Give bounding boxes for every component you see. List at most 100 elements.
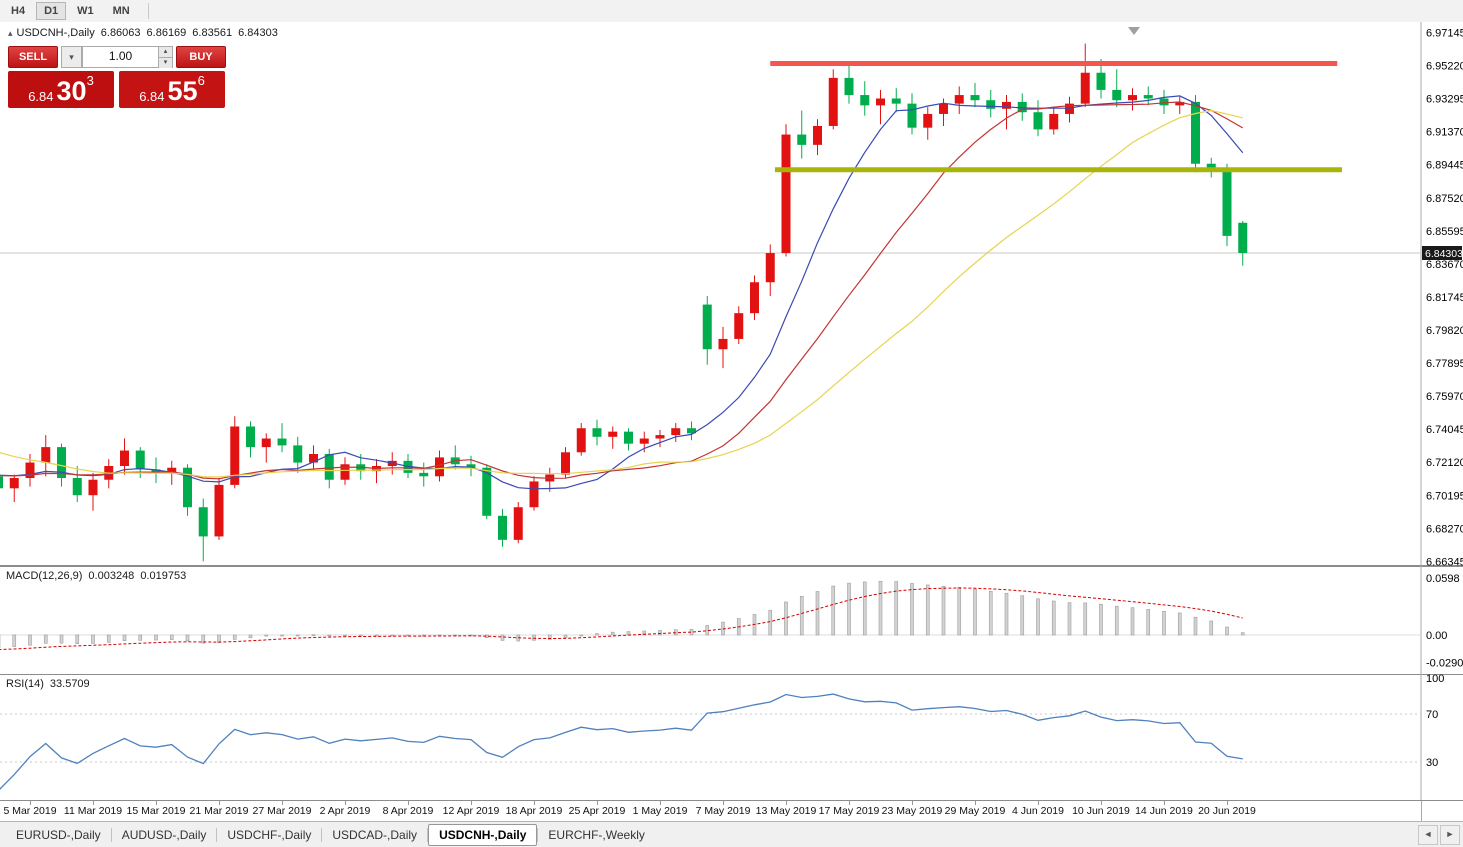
candle-body — [230, 426, 240, 485]
tab-separator — [216, 828, 218, 842]
chart-area: 6.97145 6.95220 6.93295 6.91370 6.89445 6.875… — [0, 22, 1463, 822]
timeframe-button-mn[interactable]: MN — [105, 2, 138, 20]
buy-price-display[interactable]: 6.84 55 6 — [119, 71, 225, 108]
chart-tabs-bar: EURUSD-,Daily AUDUSD-,Daily USDCHF-,Daily U… — [0, 821, 1463, 847]
candle-body — [876, 98, 885, 106]
tab-separator — [427, 828, 429, 842]
tabs-scroll-right-button[interactable]: ► — [1440, 825, 1460, 845]
collapse-panel-icon[interactable]: ▴ — [8, 28, 13, 38]
macd-bar — [43, 634, 48, 644]
date-tick — [471, 801, 472, 805]
date-tick — [93, 801, 94, 805]
axis-separator — [1421, 801, 1422, 822]
candle-body — [1017, 101, 1027, 113]
lot-increase-button[interactable]: ▴ — [159, 47, 172, 58]
chart-tab-usdchf-daily[interactable]: USDCHF-,Daily — [227, 828, 312, 842]
tabs-scroll-left-button[interactable]: ◄ — [1418, 825, 1438, 845]
price-chart-pane[interactable]: 6.97145 6.95220 6.93295 6.91370 6.89445 6.875… — [0, 22, 1463, 566]
date-tick — [660, 801, 661, 805]
macd-indicator-pane[interactable]: 0.0598 0.00 -0.029049 — [0, 566, 1463, 674]
tab-scroll-buttons: ◄ ► — [1416, 825, 1460, 845]
sell-price-display[interactable]: 6.84 30 3 — [8, 71, 114, 108]
symbol-name: USDCNH-,Daily — [16, 27, 95, 39]
chart-shift-marker-icon[interactable] — [1128, 27, 1140, 35]
candle-body — [765, 253, 775, 283]
macd-bar — [1209, 620, 1214, 636]
rsi-indicator-pane[interactable]: 100 70 30 — [0, 674, 1463, 800]
macd-label: MACD(12,26,9) 0.003248 0.019753 — [6, 570, 186, 582]
macd-bar — [1177, 612, 1182, 636]
date-label: 12 Apr 2019 — [442, 805, 500, 817]
buy-button[interactable]: BUY — [176, 46, 226, 68]
candle-body — [151, 469, 161, 473]
axis-label: 6.68270 — [1426, 523, 1463, 535]
macd-bar — [847, 582, 851, 636]
macd-bar — [154, 634, 158, 641]
candle-body — [120, 450, 129, 466]
ohlc-high: 6.86169 — [146, 27, 187, 39]
macd-bar — [232, 634, 237, 640]
candle-body — [183, 467, 192, 508]
macd-value-2: 0.019753 — [140, 570, 187, 582]
axis-label: -0.029049 — [1426, 658, 1463, 670]
sell-button[interactable]: SELL — [8, 46, 58, 68]
axis-label: 6.91370 — [1426, 127, 1463, 139]
candle-body — [498, 515, 507, 540]
date-label: 7 May 2019 — [695, 805, 751, 817]
rsi-value: 33.5709 — [49, 678, 90, 690]
candle-body — [750, 282, 759, 314]
macd-bar — [595, 633, 599, 636]
candle-body — [1049, 113, 1059, 130]
chart-tab-eurchf-weekly[interactable]: EURCHF-,Weekly — [548, 828, 645, 842]
axis-label: 6.95220 — [1426, 61, 1463, 73]
candle-body — [561, 452, 570, 475]
timeframe-button-w1[interactable]: W1 — [69, 2, 102, 20]
candle-body — [734, 313, 744, 339]
candle-body — [1238, 222, 1248, 253]
date-tick — [345, 801, 346, 805]
macd-bar — [547, 634, 552, 640]
candle-body — [1033, 112, 1043, 130]
chart-tab-usdcad-daily[interactable]: USDCAD-,Daily — [332, 828, 418, 842]
timeframe-button-h4[interactable]: H4 — [3, 2, 33, 20]
date-label: 1 May 2019 — [632, 805, 688, 817]
macd-bar — [59, 634, 64, 644]
date-label: 14 Jun 2019 — [1135, 805, 1193, 817]
axis-label: 6.75970 — [1426, 391, 1463, 403]
date-tick — [1164, 801, 1165, 805]
candle-body — [466, 464, 476, 468]
candle-body — [781, 134, 791, 254]
macd-bar — [1036, 598, 1040, 636]
candle-body — [655, 435, 665, 439]
tab-separator — [537, 828, 539, 842]
date-axis[interactable]: 5 Mar 2019 11 Mar 2019 15 Mar 2019 21 Mar 2… — [0, 800, 1463, 822]
candle-body — [702, 304, 712, 350]
candle-body — [970, 95, 980, 101]
candle-body — [1143, 95, 1153, 99]
lot-size-field[interactable]: 1.00 ▴ ▾ — [82, 46, 173, 68]
date-label: 15 Mar 2019 — [126, 805, 186, 817]
lot-dropdown-button[interactable]: ▾ — [61, 46, 82, 68]
ohlc-low: 6.83561 — [192, 27, 233, 39]
macd-title: MACD(12,26,9) — [6, 570, 83, 582]
timeframe-toolbar: H4 D1 W1 MN — [0, 0, 1463, 23]
date-label: 13 May 2019 — [755, 805, 817, 817]
chart-tab-eurusd-daily[interactable]: EURUSD-,Daily — [16, 828, 101, 842]
candle-body — [718, 338, 728, 350]
tab-separator — [110, 828, 112, 842]
macd-bar — [658, 630, 662, 636]
macd-bar — [1020, 595, 1025, 636]
candle-body — [198, 507, 208, 537]
date-label: 10 Jun 2019 — [1072, 805, 1130, 817]
buy-price-sup: 6 — [197, 73, 205, 88]
macd-bar — [122, 634, 127, 642]
candle-body — [135, 450, 145, 470]
macd-bar — [642, 630, 647, 636]
chart-tab-usdcnh-daily[interactable]: USDCNH-,Daily — [428, 824, 538, 846]
lot-decrease-button[interactable]: ▾ — [159, 58, 172, 68]
sell-price-base: 6.84 — [28, 89, 54, 104]
axis-label: 6.87520 — [1426, 193, 1463, 205]
timeframe-button-d1[interactable]: D1 — [36, 2, 67, 20]
chart-tab-audusd-daily[interactable]: AUDUSD-,Daily — [121, 828, 207, 842]
date-tick — [849, 801, 850, 805]
